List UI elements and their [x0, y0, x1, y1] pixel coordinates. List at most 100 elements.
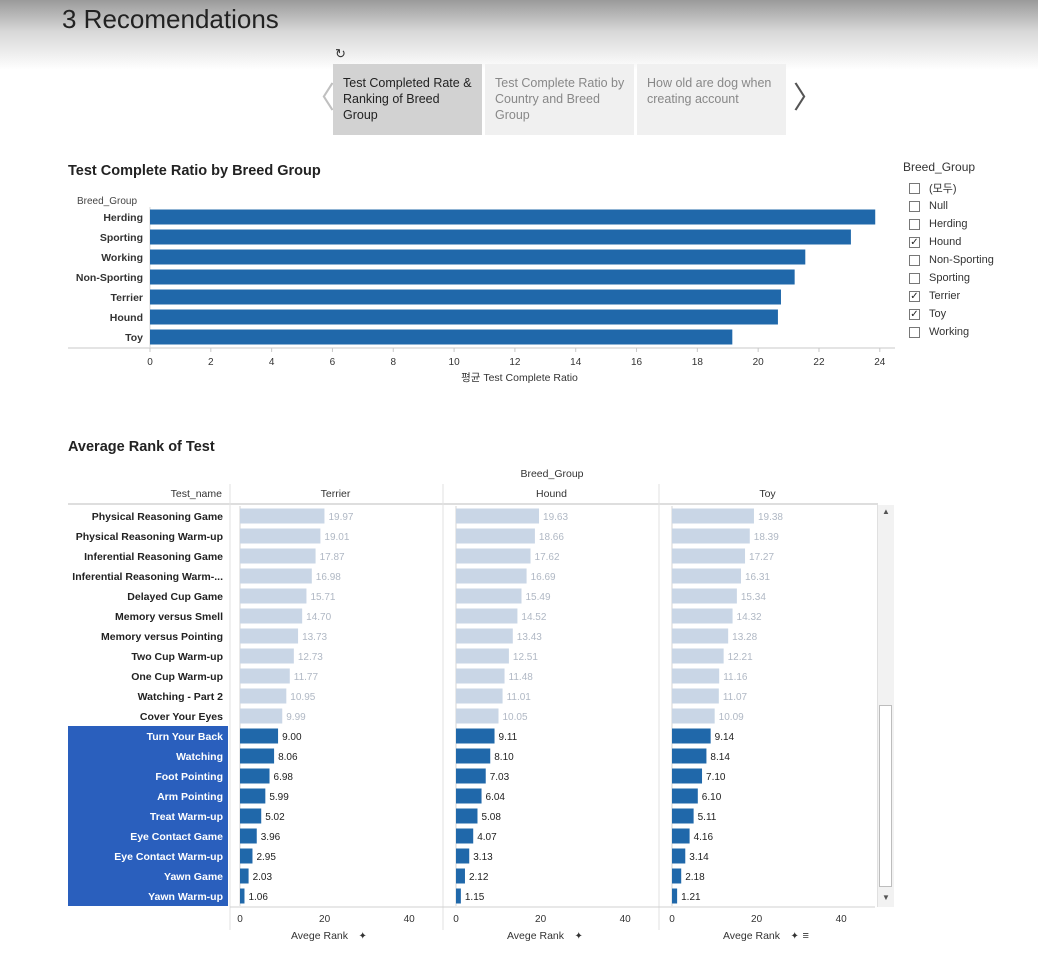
checkbox-unchecked-icon[interactable] [909, 326, 920, 338]
filter-item[interactable]: ✓ Hound [903, 233, 994, 251]
rank-chart-scrollbar[interactable]: ▲ ▼ [877, 505, 894, 907]
bar[interactable] [456, 548, 531, 564]
bar[interactable] [240, 568, 312, 584]
bar[interactable] [672, 728, 711, 744]
previous-story-point-arrow-icon[interactable]: 〈 [305, 82, 335, 115]
bar[interactable] [456, 708, 499, 724]
bar[interactable] [150, 209, 876, 225]
bar[interactable] [456, 848, 470, 864]
checkbox-unchecked-icon[interactable] [909, 182, 920, 194]
bar[interactable] [672, 768, 703, 784]
checkbox-unchecked-icon[interactable] [909, 218, 920, 230]
filter-item[interactable]: ✓ Toy [903, 305, 994, 323]
bar[interactable] [240, 688, 287, 704]
bar[interactable] [240, 648, 294, 664]
bar[interactable] [672, 528, 750, 544]
checkbox-unchecked-icon[interactable] [909, 200, 920, 212]
story-tab-dog-age[interactable]: How old are dog when creating account [637, 64, 786, 135]
row-label[interactable]: Physical Reasoning Warm-up [76, 531, 223, 543]
row-label[interactable]: Watching [176, 751, 223, 763]
story-tab-test-completed-rate[interactable]: Test Completed Rate & Ranking of Breed G… [333, 64, 482, 135]
row-label[interactable]: Treat Warm-up [150, 811, 223, 823]
checkbox-checked-icon[interactable]: ✓ [909, 308, 920, 320]
bar[interactable] [240, 788, 266, 804]
bar[interactable] [240, 828, 257, 844]
bar[interactable] [672, 808, 694, 824]
bar[interactable] [150, 329, 733, 345]
row-label[interactable]: Memory versus Smell [115, 611, 223, 623]
row-label[interactable]: Yawn Game [164, 871, 223, 883]
filter-item[interactable]: ✓ Terrier [903, 287, 994, 305]
bar[interactable] [456, 768, 486, 784]
pin-icon[interactable]: ✦ [575, 931, 583, 942]
bar[interactable] [240, 528, 321, 544]
bar[interactable] [240, 808, 262, 824]
bar[interactable] [456, 728, 495, 744]
bar[interactable] [672, 588, 737, 604]
bar[interactable] [240, 588, 307, 604]
row-label[interactable]: Physical Reasoning Game [92, 511, 223, 523]
bar[interactable] [150, 289, 781, 305]
bar[interactable] [456, 588, 522, 604]
bar[interactable] [456, 748, 491, 764]
row-label[interactable]: Eye Contact Warm-up [114, 851, 223, 863]
bar[interactable] [672, 628, 729, 644]
bar[interactable] [240, 768, 270, 784]
row-label[interactable]: Memory versus Pointing [101, 631, 223, 643]
filter-item[interactable]: Herding [903, 215, 994, 233]
bar[interactable] [672, 888, 678, 904]
bar[interactable] [240, 548, 316, 564]
pin-icon[interactable]: ✦ [791, 931, 799, 942]
bar[interactable] [672, 828, 690, 844]
bar[interactable] [240, 748, 275, 764]
row-label[interactable]: Watching - Part 2 [138, 691, 224, 703]
bar[interactable] [672, 688, 719, 704]
bar[interactable] [240, 708, 283, 724]
row-label[interactable]: Eye Contact Game [130, 831, 223, 843]
bar[interactable] [456, 888, 461, 904]
bar[interactable] [150, 309, 778, 325]
bar[interactable] [672, 848, 686, 864]
bar[interactable] [456, 668, 505, 684]
bar[interactable] [672, 668, 720, 684]
filter-item[interactable]: Null [903, 197, 994, 215]
checkbox-checked-icon[interactable]: ✓ [909, 290, 920, 302]
row-label[interactable]: Arm Pointing [157, 791, 223, 803]
bar[interactable] [456, 528, 535, 544]
bar[interactable] [456, 648, 509, 664]
bar[interactable] [672, 548, 746, 564]
bar[interactable] [456, 828, 474, 844]
bar[interactable] [672, 648, 724, 664]
bar[interactable] [456, 688, 503, 704]
bar[interactable] [240, 848, 253, 864]
revert-icon[interactable]: ↻ [335, 46, 346, 61]
checkbox-unchecked-icon[interactable] [909, 254, 920, 266]
bar[interactable] [150, 229, 851, 245]
next-story-point-arrow-icon[interactable]: 〉 [793, 82, 823, 115]
row-label[interactable]: Cover Your Eyes [140, 711, 223, 723]
filter-item[interactable]: Non-Sporting [903, 251, 994, 269]
filter-item[interactable]: Working [903, 323, 994, 341]
row-label[interactable]: Foot Pointing [155, 771, 223, 783]
bar[interactable] [456, 608, 518, 624]
bar[interactable] [240, 608, 303, 624]
bar[interactable] [456, 788, 482, 804]
row-label[interactable]: Yawn Warm-up [148, 891, 223, 903]
filter-item[interactable]: Sporting [903, 269, 994, 287]
scroll-down-arrow-icon[interactable]: ▼ [882, 893, 890, 902]
row-label[interactable]: Inferential Reasoning Warm-... [72, 571, 223, 583]
filter-item[interactable]: (모두) [903, 179, 994, 197]
bar[interactable] [240, 888, 245, 904]
bar[interactable] [240, 868, 249, 884]
row-label[interactable]: One Cup Warm-up [131, 671, 223, 683]
bar[interactable] [672, 748, 707, 764]
bar[interactable] [672, 608, 733, 624]
checkbox-checked-icon[interactable]: ✓ [909, 236, 920, 248]
bar[interactable] [672, 708, 715, 724]
bar[interactable] [456, 508, 540, 524]
story-tab-complete-ratio-by-country[interactable]: Test Complete Ratio by Country and Breed… [485, 64, 634, 135]
bar[interactable] [240, 508, 325, 524]
bar[interactable] [150, 249, 806, 265]
bar[interactable] [456, 868, 465, 884]
row-label[interactable]: Two Cup Warm-up [131, 651, 223, 663]
